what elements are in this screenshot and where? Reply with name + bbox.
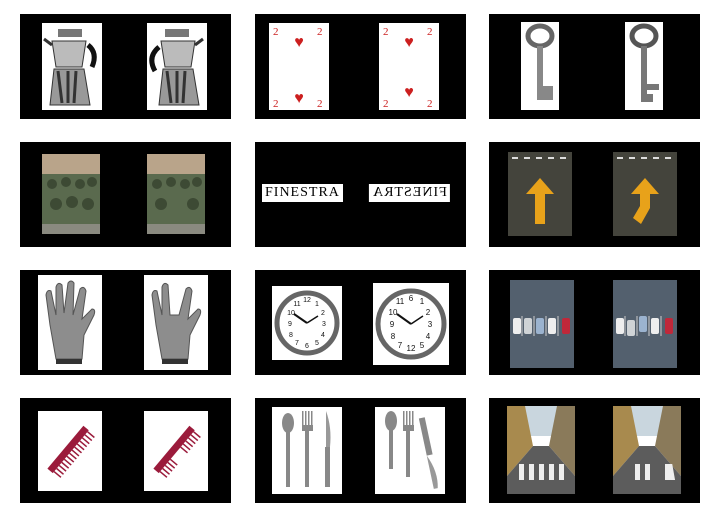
road-arrow-left-image: [508, 152, 572, 236]
stimulus-panel-key: [489, 14, 700, 119]
key-right-image: [625, 22, 663, 110]
glove-right-image: [144, 275, 208, 370]
word-right-mirrored: FINESTRA: [369, 184, 450, 202]
playing-card-right-image: 2 2 ♥ ♥ 2 2: [379, 23, 439, 110]
svg-text:2: 2: [383, 98, 389, 110]
svg-text:9: 9: [390, 320, 395, 329]
comb-right-image: [144, 411, 208, 491]
svg-text:12: 12: [407, 344, 416, 353]
street-right-image: [613, 406, 681, 494]
svg-text:5: 5: [420, 341, 425, 350]
svg-text:♥: ♥: [404, 34, 414, 51]
street-left-image: [507, 406, 575, 494]
svg-text:8: 8: [391, 332, 396, 341]
parked-cars-left-image: [510, 280, 574, 368]
svg-text:4: 4: [426, 332, 431, 341]
svg-text:9: 9: [288, 321, 292, 328]
coffee-pot-right-image: [147, 23, 207, 110]
cutlery-right-image: [375, 407, 445, 494]
stimulus-panel-glove: [20, 270, 231, 375]
stimulus-panel-word: FINESTRA FINESTRA: [255, 142, 466, 247]
glove-left-image: [38, 275, 102, 370]
comb-left-image: [38, 411, 102, 491]
svg-text:2: 2: [383, 26, 389, 38]
svg-text:11: 11: [396, 297, 405, 306]
svg-text:6: 6: [305, 343, 309, 350]
stimulus-panel-parked-cars: [489, 270, 700, 375]
word-left: FINESTRA: [262, 184, 343, 202]
stimulus-panel-cutlery: [255, 398, 466, 503]
svg-text:2: 2: [273, 98, 279, 110]
svg-text:2: 2: [427, 26, 433, 38]
stimulus-panel-road-arrow: [489, 142, 700, 247]
svg-text:2: 2: [427, 98, 433, 110]
svg-text:8: 8: [289, 332, 293, 339]
svg-text:7: 7: [398, 341, 403, 350]
road-arrow-right-image: [613, 152, 677, 236]
svg-text:♥: ♥: [404, 84, 414, 101]
svg-text:3: 3: [428, 320, 433, 329]
stimulus-panel-comb: [20, 398, 231, 503]
svg-text:1: 1: [420, 297, 425, 306]
svg-text:2: 2: [321, 310, 325, 317]
parked-cars-right-image: [613, 280, 677, 368]
soldiers-right-image: [147, 154, 205, 234]
svg-text:4: 4: [321, 332, 325, 339]
svg-text:10: 10: [389, 308, 398, 317]
svg-text:1: 1: [315, 301, 319, 308]
svg-text:2: 2: [317, 26, 323, 38]
cutlery-left-image: [272, 407, 342, 494]
coffee-pot-left-image: [42, 23, 102, 110]
svg-text:2: 2: [273, 26, 279, 38]
stimulus-panel-playing-card: 2 2 ♥ ♥ 2 2 2 2 ♥ ♥ 2 2: [255, 14, 466, 119]
svg-text:2: 2: [426, 308, 431, 317]
svg-text:5: 5: [315, 340, 319, 347]
svg-text:7: 7: [295, 340, 299, 347]
stimulus-panel-street: [489, 398, 700, 503]
svg-text:3: 3: [322, 321, 326, 328]
svg-text:10: 10: [287, 310, 295, 317]
svg-text:2: 2: [317, 98, 323, 110]
key-left-image: [521, 22, 559, 110]
svg-text:6: 6: [409, 294, 414, 303]
svg-text:12: 12: [303, 297, 311, 304]
soldiers-left-image: [42, 154, 100, 234]
playing-card-left-image: 2 2 ♥ ♥ 2 2: [269, 23, 329, 110]
svg-text:11: 11: [293, 301, 300, 308]
svg-text:♥: ♥: [294, 34, 304, 51]
svg-text:♥: ♥: [294, 90, 304, 107]
stimulus-panel-coffee-pot: [20, 14, 231, 119]
stimulus-panel-soldiers: [20, 142, 231, 247]
